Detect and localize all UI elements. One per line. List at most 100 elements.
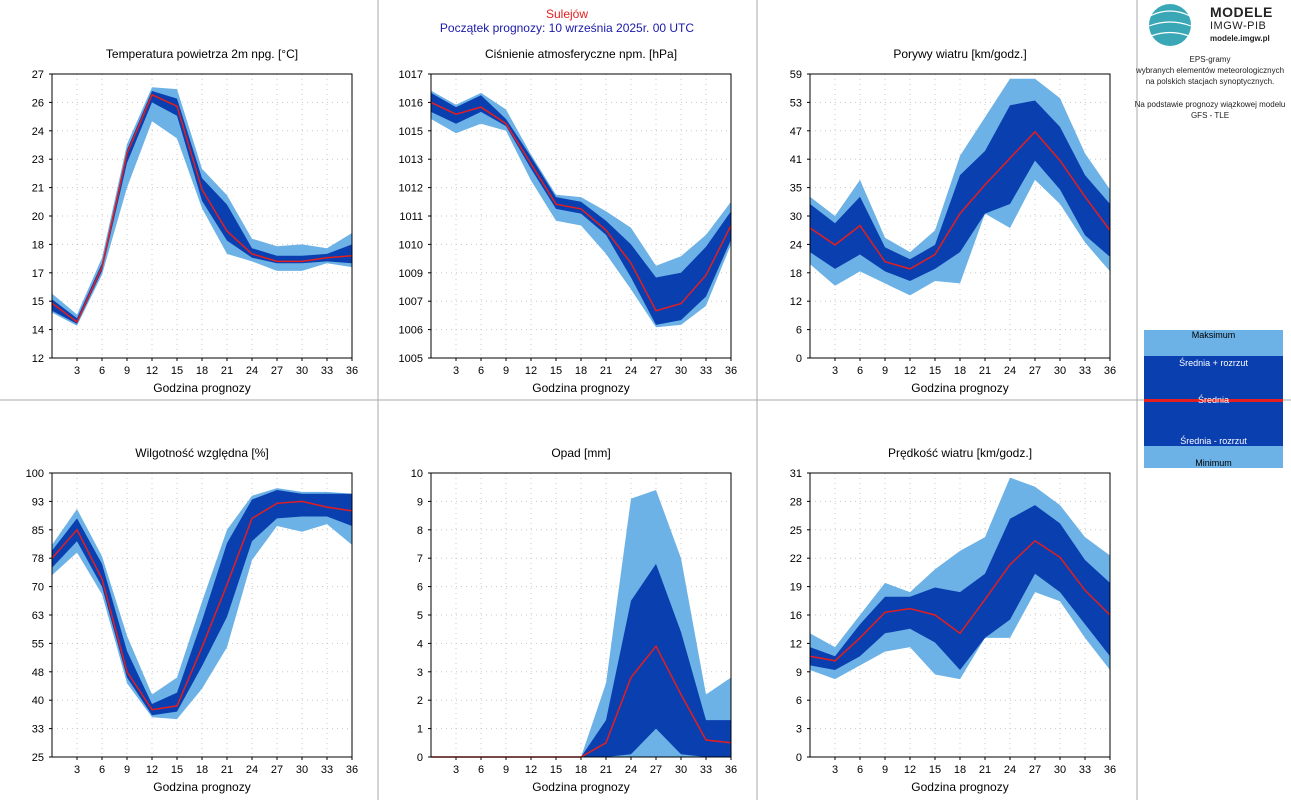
x-tick-label: 21 (979, 764, 991, 776)
mean-line (809, 539, 1111, 662)
y-tick-label: 15 (32, 296, 44, 308)
x-tick-label: 30 (296, 365, 308, 377)
x-tick-label: 6 (99, 365, 105, 377)
plot-frame (809, 73, 1111, 359)
chart-panel: Temperatura powietrza 2m npg. [°C] 12 14 15… (32, 47, 358, 395)
y-tick-label: 28 (790, 496, 802, 508)
y-tick-label: 16 (790, 610, 802, 622)
legend-mean-minus: Średnia - rozrzut (1180, 436, 1247, 446)
x-tick-label: 9 (503, 365, 509, 377)
x-tick-label: 30 (296, 764, 308, 776)
y-tick-label: 30 (790, 211, 802, 223)
x-tick-label: 24 (1004, 365, 1016, 377)
logo-title: MODELE (1210, 4, 1273, 20)
y-tick-label: 0 (417, 752, 423, 764)
y-tick-label: 18 (790, 268, 802, 280)
y-tick-label: 26 (32, 97, 44, 109)
y-tick-label: 19 (790, 582, 802, 594)
plot-frame (51, 73, 353, 359)
y-tick-label: 27 (32, 69, 44, 81)
y-tick-label: 12 (790, 296, 802, 308)
y-tick-label: 18 (32, 239, 44, 251)
description-line: na polskich stacjach synoptycznych. (1145, 77, 1275, 86)
x-tick-label: 33 (321, 764, 333, 776)
y-tick-label: 1006 (399, 325, 423, 337)
y-tick-label: 93 (32, 496, 44, 508)
y-tick-label: 10 (411, 468, 423, 480)
x-tick-label: 18 (575, 365, 587, 377)
plot-frame (430, 472, 732, 758)
y-tick-label: 21 (32, 183, 44, 195)
x-tick-label: 36 (725, 365, 737, 377)
y-tick-label: 23 (32, 154, 44, 166)
x-tick-label: 33 (1079, 365, 1091, 377)
y-tick-label: 1009 (399, 268, 423, 280)
x-tick-label: 36 (1104, 764, 1116, 776)
x-tick-label: 27 (271, 365, 283, 377)
y-tick-label: 78 (32, 553, 44, 565)
chart-title: Wilgotność względna [%] (135, 446, 268, 460)
x-tick-label: 24 (625, 764, 637, 776)
x-tick-label: 33 (1079, 764, 1091, 776)
y-tick-label: 25 (790, 525, 802, 537)
legend-max: Maksimum (1191, 330, 1236, 340)
x-tick-label: 21 (979, 365, 991, 377)
y-tick-label: 1016 (399, 97, 423, 109)
x-tick-label: 6 (857, 764, 863, 776)
y-tick-label: 17 (32, 268, 44, 280)
x-tick-label: 9 (882, 365, 888, 377)
x-axis-label: Godzina prognozy (532, 780, 629, 794)
x-tick-label: 33 (321, 365, 333, 377)
spread-band (810, 100, 1110, 281)
x-tick-label: 33 (700, 365, 712, 377)
chart-panel: Ciśnienie atmosferyczne npm. [hPa] 1005 10… (399, 47, 738, 395)
y-tick-label: 85 (32, 525, 44, 537)
x-tick-label: 12 (904, 764, 916, 776)
x-tick-label: 24 (246, 764, 258, 776)
y-tick-label: 14 (32, 325, 44, 337)
chart-title: Opad [mm] (551, 446, 610, 460)
logo-url: modele.imgw.pl (1210, 34, 1270, 43)
y-tick-label: 0 (796, 752, 802, 764)
spread-band (52, 490, 352, 716)
y-tick-label: 24 (790, 239, 802, 251)
x-tick-label: 15 (929, 365, 941, 377)
plot-frame (51, 472, 353, 758)
y-tick-label: 25 (32, 752, 44, 764)
y-tick-label: 59 (790, 69, 802, 81)
legend-min: Minimum (1195, 458, 1232, 468)
chart-panel: Porywy wiatru [km/godz.] 0 6 12 18 24 30 35 41 47… (790, 47, 1116, 395)
x-tick-label: 18 (196, 764, 208, 776)
x-tick-label: 6 (99, 764, 105, 776)
mean-line (51, 500, 353, 711)
band-legend: Maksimum Średnia + rozrzut Średnia Średn… (1144, 330, 1283, 468)
x-axis-label: Godzina prognozy (532, 381, 629, 395)
x-tick-label: 3 (74, 764, 80, 776)
min-max-band (52, 488, 352, 720)
y-tick-label: 12 (32, 353, 44, 365)
chart-title: Temperatura powietrza 2m npg. [°C] (106, 47, 298, 61)
x-tick-label: 9 (124, 764, 130, 776)
x-tick-label: 3 (74, 365, 80, 377)
y-tick-label: 33 (32, 724, 44, 736)
x-tick-label: 27 (650, 365, 662, 377)
x-tick-label: 36 (725, 764, 737, 776)
legend-mean: Średnia (1197, 395, 1230, 405)
y-tick-label: 6 (796, 695, 802, 707)
description-line: Na podstawie prognozy wiązkowej modelu (1134, 100, 1286, 109)
x-tick-label: 12 (525, 365, 537, 377)
band-legend-swatch (1144, 330, 1283, 468)
forecast-start: Początek prognozy: 10 września 2025r. 00… (439, 21, 695, 35)
y-tick-label: 1013 (399, 154, 423, 166)
y-tick-label: 1012 (399, 183, 423, 195)
x-tick-label: 36 (1104, 365, 1116, 377)
spread-band (431, 563, 731, 757)
x-tick-label: 30 (1054, 764, 1066, 776)
x-axis-label: Godzina prognozy (153, 780, 250, 794)
x-tick-label: 21 (221, 365, 233, 377)
x-tick-label: 24 (246, 365, 258, 377)
y-tick-label: 1 (417, 724, 423, 736)
y-tick-label: 100 (26, 468, 44, 480)
